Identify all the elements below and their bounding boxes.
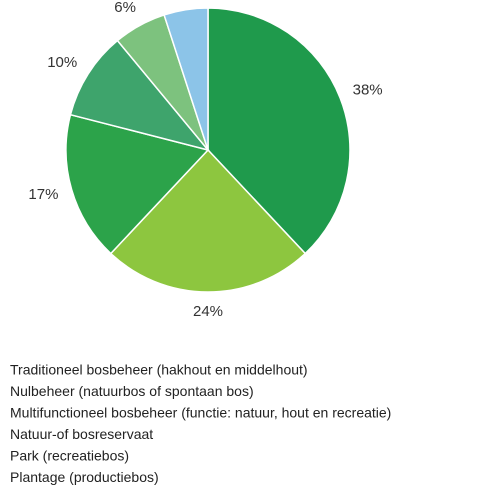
data-label: 24% bbox=[193, 303, 223, 320]
legend-label: Natuur-of bosreservaat bbox=[10, 426, 153, 442]
legend: Traditioneel bosbeheer (hakhout en midde… bbox=[10, 362, 391, 486]
pie-slice bbox=[69, 39, 211, 152]
legend-label: Multifunctioneel bosbeheer (functie: nat… bbox=[10, 405, 391, 421]
pie-slice bbox=[65, 113, 210, 255]
data-label: 17% bbox=[28, 186, 58, 203]
pie-slice bbox=[207, 7, 351, 255]
data-label: 10% bbox=[47, 54, 77, 71]
pie-slice bbox=[163, 7, 209, 151]
data-label: 38% bbox=[353, 81, 383, 98]
legend-label: Plantage (productiebos) bbox=[10, 469, 159, 485]
pie-slice bbox=[109, 148, 307, 293]
legend-label: Traditioneel bosbeheer (hakhout en midde… bbox=[10, 362, 308, 378]
pie: 38%24%17%10%6%5% bbox=[28, 0, 382, 320]
legend-label: Nulbeheer (natuurbos of spontaan bos) bbox=[10, 383, 254, 399]
data-label: 6% bbox=[114, 0, 136, 16]
legend-label: Park (recreatiebos) bbox=[10, 448, 129, 464]
